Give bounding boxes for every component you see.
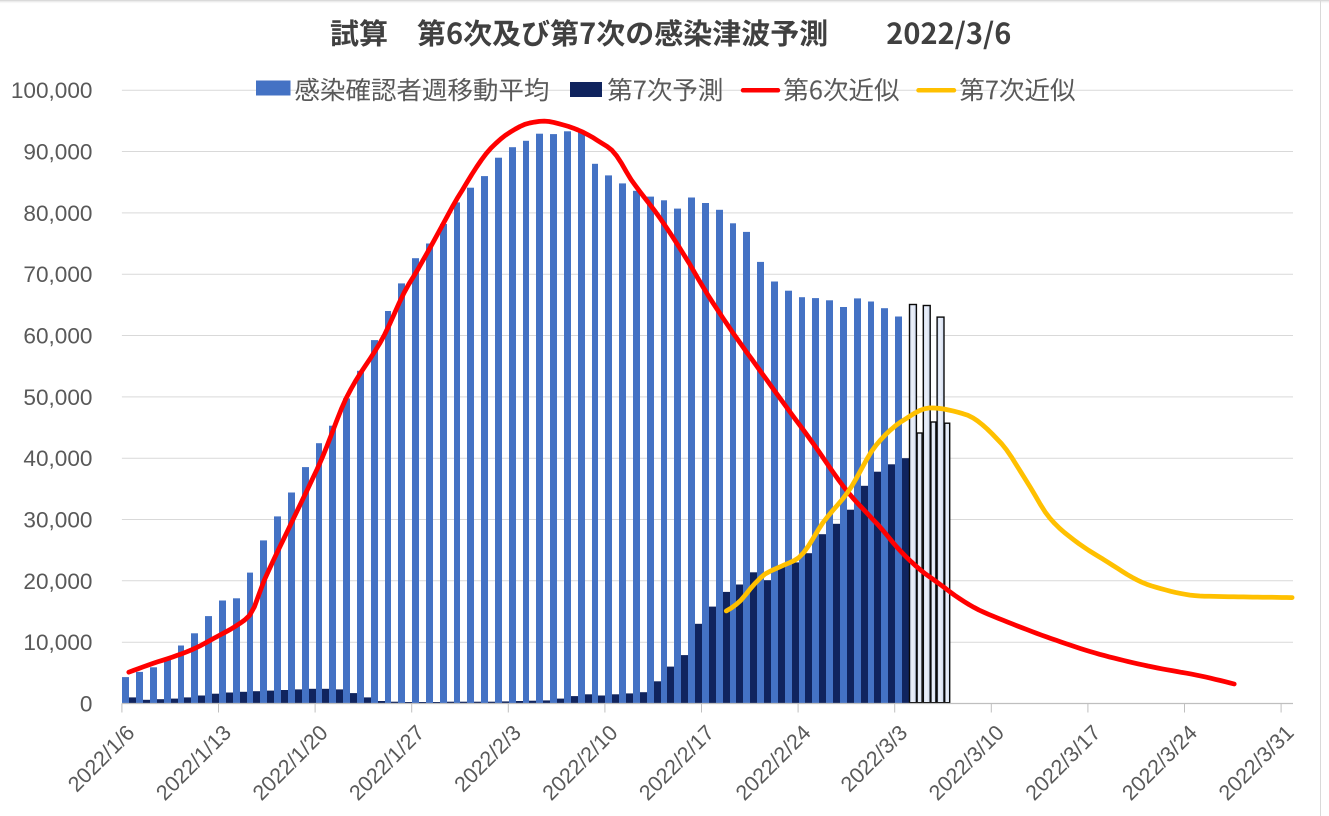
svg-text:100,000: 100,000 — [11, 78, 93, 103]
svg-text:60,000: 60,000 — [23, 324, 92, 349]
svg-text:20,000: 20,000 — [23, 569, 92, 594]
svg-text:50,000: 50,000 — [23, 385, 92, 410]
svg-text:70,000: 70,000 — [23, 262, 92, 287]
svg-text:10,000: 10,000 — [23, 630, 92, 655]
svg-text:90,000: 90,000 — [23, 140, 92, 165]
svg-text:0: 0 — [80, 692, 93, 717]
svg-text:40,000: 40,000 — [23, 446, 92, 471]
svg-text:30,000: 30,000 — [23, 508, 92, 533]
svg-text:80,000: 80,000 — [23, 201, 92, 226]
